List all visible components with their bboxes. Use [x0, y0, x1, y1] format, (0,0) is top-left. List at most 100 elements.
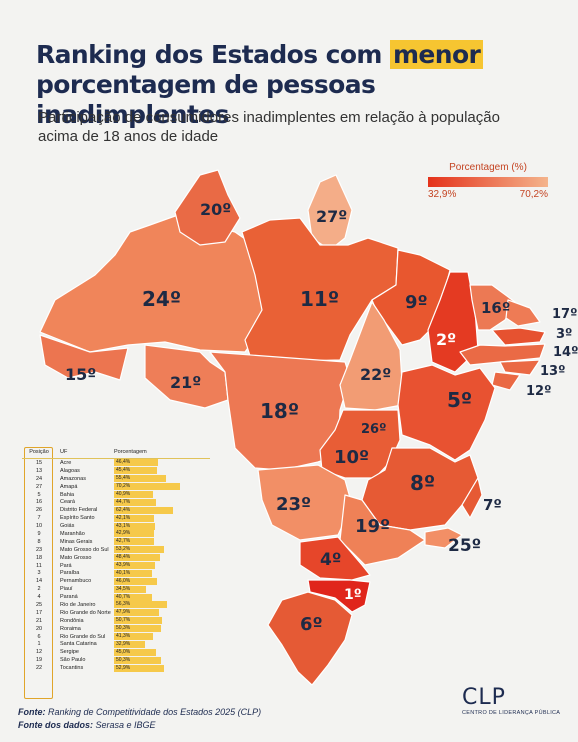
- row-percentage-bar: [114, 475, 167, 483]
- row-percentage-text: 34,5%: [116, 585, 131, 592]
- table-row: 10 Goiás 43,1%: [22, 522, 210, 530]
- row-uf: Pará: [60, 562, 72, 569]
- row-percentage-cell: 45,4%: [114, 467, 204, 475]
- row-position: 3: [37, 570, 41, 577]
- state-SE[interactable]: [491, 371, 521, 391]
- state-RN[interactable]: [505, 299, 541, 327]
- row-percentage-bar: [114, 546, 164, 554]
- logo-subtitle: CENTRO DE LIDERANÇA PÚBLICA: [462, 710, 561, 716]
- row-position: 10: [35, 523, 43, 530]
- table-body: 15 Acre 46,4% 13 Alagoas 45,4% 24 Amazonas 55,4%…: [22, 459, 210, 672]
- state-SC[interactable]: [307, 579, 371, 613]
- row-percentage-bar: [114, 522, 155, 530]
- row-uf: Mato Grosso: [60, 554, 92, 561]
- row-percentage-text: 43,1%: [116, 522, 131, 529]
- source-note: Fonte: Ranking de Competitividade dos Es…: [18, 706, 261, 732]
- state-PR[interactable]: [299, 536, 371, 581]
- row-percentage-text: 52,9%: [116, 664, 131, 671]
- row-percentage-bar: [114, 569, 152, 577]
- row-position: 6: [37, 633, 41, 640]
- row-percentage-bar: [114, 640, 145, 648]
- position-column-border: [24, 447, 53, 699]
- logo-mark: CLP: [462, 685, 506, 710]
- row-position: 2: [37, 586, 41, 593]
- row-position: 24: [35, 475, 43, 482]
- row-percentage-cell: 48,4%: [114, 554, 204, 562]
- label-PA: 11º: [300, 287, 339, 311]
- row-uf: Ceará: [60, 499, 75, 506]
- row-position: 8: [37, 538, 41, 545]
- row-position: 22: [35, 665, 43, 672]
- state-ES[interactable]: [461, 477, 483, 519]
- row-percentage-bar: [114, 633, 153, 641]
- state-MS[interactable]: [257, 464, 353, 541]
- row-position: 1: [37, 641, 41, 648]
- state-RJ[interactable]: [424, 527, 463, 549]
- row-percentage-cell: 45,0%: [114, 648, 204, 656]
- row-position: 27: [35, 483, 43, 490]
- label-RR: 20º: [200, 200, 231, 219]
- row-percentage-text: 50,3%: [116, 625, 131, 632]
- row-percentage-bar: [114, 554, 160, 562]
- row-percentage-bar: [114, 585, 147, 593]
- state-RR[interactable]: [174, 169, 241, 246]
- row-percentage-cell: 62,4%: [114, 506, 204, 514]
- row-percentage-cell: 40,7%: [114, 593, 204, 601]
- data-source-label: Fonte dos dados:: [18, 720, 93, 730]
- state-AL[interactable]: [499, 359, 541, 376]
- state-CE[interactable]: [469, 284, 516, 331]
- row-percentage-text: 50,7%: [116, 617, 131, 624]
- table-row: 3 Paraíba 40,1%: [22, 569, 210, 577]
- row-position: 15: [35, 459, 43, 466]
- row-percentage-cell: 52,9%: [114, 664, 204, 672]
- page-subtitle: Participação de consumidores inadimplent…: [38, 109, 500, 145]
- row-percentage-bar: [114, 459, 158, 467]
- header-position: Posição: [29, 449, 49, 455]
- state-RS[interactable]: [267, 591, 353, 686]
- state-TO[interactable]: [339, 301, 403, 411]
- row-percentage-cell: 32,9%: [114, 640, 204, 648]
- label-RJ: 25º: [448, 536, 481, 556]
- row-percentage-bar: [114, 491, 153, 498]
- table-row: 16 Ceará 44,7%: [22, 498, 210, 506]
- row-position: 9: [37, 530, 41, 537]
- row-uf: Pernambuco: [60, 578, 92, 585]
- row-uf: Mato Grosso do Sul: [60, 546, 109, 553]
- row-percentage-cell: 40,1%: [114, 569, 204, 577]
- table-row: 6 Rio Grande do Sul 41,3%: [22, 633, 210, 641]
- table-row: 13 Alagoas 45,4%: [22, 467, 210, 475]
- state-MG[interactable]: [361, 447, 479, 531]
- state-PB[interactable]: [491, 327, 546, 346]
- table-row: 7 Espírito Santo 42,1%: [22, 514, 210, 522]
- table-row: 1 Santa Catarina 32,9%: [22, 640, 210, 648]
- state-MA[interactable]: [371, 249, 451, 346]
- label-PB: 3º: [556, 327, 572, 342]
- row-uf: Piauí: [60, 586, 73, 593]
- row-position: 25: [35, 601, 43, 608]
- row-percentage-bar: [114, 483, 180, 491]
- row-position: 16: [35, 499, 43, 506]
- row-uf: Santa Catarina: [60, 641, 97, 648]
- row-percentage-text: 41,3%: [116, 633, 131, 640]
- row-position: 17: [35, 609, 43, 616]
- table-row: 12 Sergipe 45,0%: [22, 648, 210, 656]
- row-percentage-bar: [114, 601, 167, 609]
- row-percentage-cell: 42,1%: [114, 514, 204, 522]
- row-percentage-bar: [114, 577, 158, 585]
- row-uf: Acre: [60, 459, 72, 466]
- row-percentage-text: 40,7%: [116, 593, 131, 600]
- table-row: 14 Pernambuco 46,0%: [22, 577, 210, 585]
- row-percentage-bar: [114, 617, 162, 625]
- state-PE[interactable]: [459, 343, 546, 366]
- state-AC[interactable]: [39, 334, 129, 381]
- state-GO[interactable]: [319, 409, 401, 479]
- row-percentage-cell: 47,9%: [114, 609, 204, 617]
- table-row: 5 Bahia 40,9%: [22, 491, 210, 499]
- state-BA[interactable]: [397, 364, 496, 461]
- row-percentage-text: 42,1%: [116, 514, 131, 521]
- state-AM[interactable]: [39, 214, 269, 353]
- table-row: 17 Rio Grande do Norte 47,9%: [22, 609, 210, 617]
- label-ES: 7º: [483, 496, 502, 514]
- header-uf: UF: [60, 449, 68, 455]
- row-percentage-text: 42,7%: [116, 538, 131, 545]
